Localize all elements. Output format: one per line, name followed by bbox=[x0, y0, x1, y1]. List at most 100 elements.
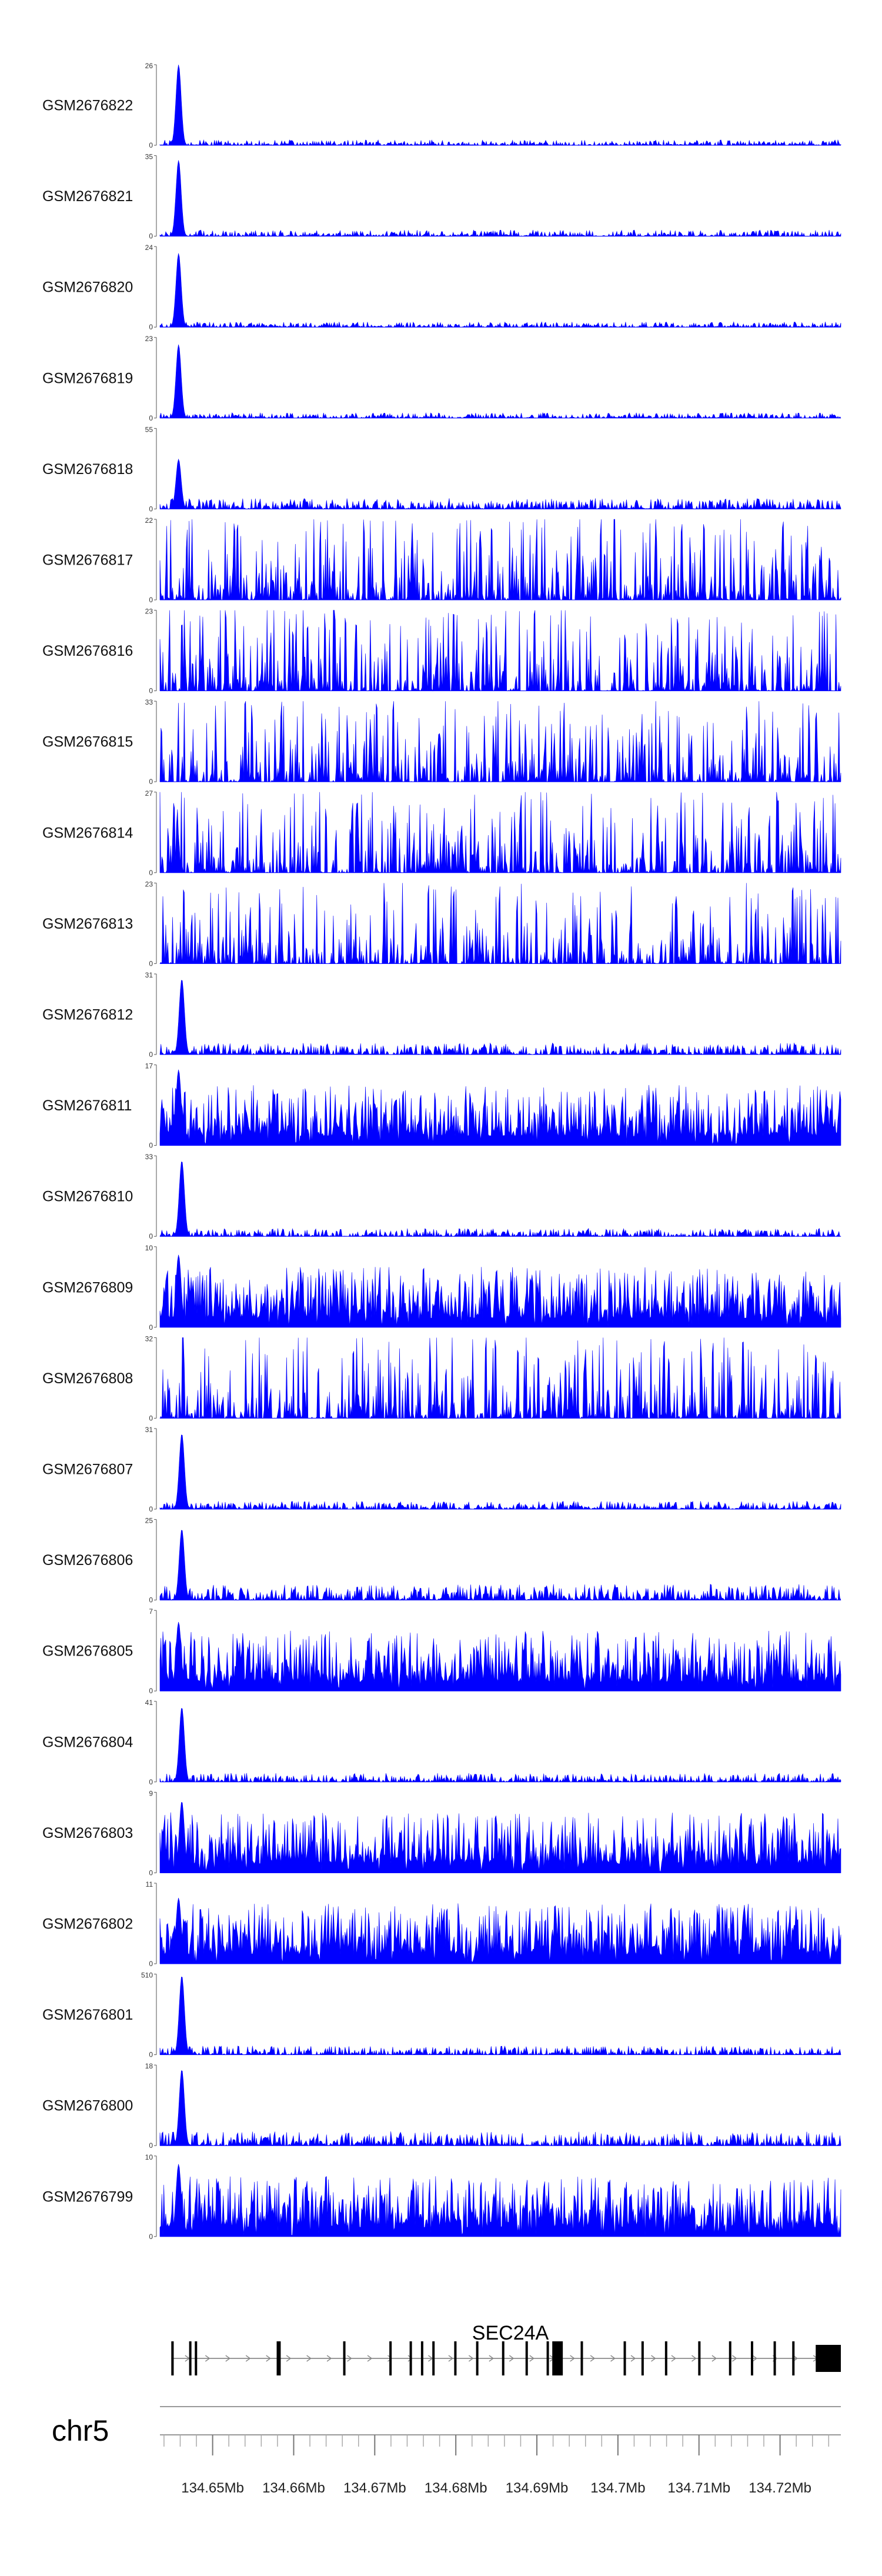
y-max-label: 10 bbox=[145, 1244, 153, 1252]
y-min-label: 0 bbox=[149, 141, 153, 149]
tick-label: 134.66Mb bbox=[262, 2480, 325, 2496]
y-max-label: 24 bbox=[145, 243, 153, 252]
y-min-label: 0 bbox=[149, 414, 153, 422]
track-GSM2676815: GSM2676815 33 0 bbox=[42, 698, 841, 786]
tick-label: 134.68Mb bbox=[425, 2480, 487, 2496]
strand-arrow bbox=[570, 2355, 575, 2362]
signal-area bbox=[159, 344, 841, 419]
track-GSM2676808: GSM2676808 32 0 bbox=[42, 1334, 841, 1422]
exon bbox=[343, 2341, 346, 2375]
track-label: GSM2676809 bbox=[42, 1279, 133, 1296]
y-max-label: 510 bbox=[141, 1971, 153, 1980]
exon bbox=[195, 2341, 198, 2375]
track-label: GSM2676803 bbox=[42, 1825, 133, 1841]
signal-area bbox=[159, 1254, 841, 1328]
track-GSM2676806: GSM2676806 25 0 bbox=[42, 1517, 841, 1604]
track-GSM2676804: GSM2676804 41 0 bbox=[42, 1699, 841, 1786]
strand-arrow bbox=[732, 2355, 737, 2362]
y-min-label: 0 bbox=[149, 323, 153, 331]
track-GSM2676821: GSM2676821 35 0 bbox=[42, 153, 841, 241]
y-min-label: 0 bbox=[149, 1960, 153, 1968]
signal-area bbox=[159, 792, 841, 873]
signal-tracks: GSM2676822260GSM2676821350GSM2676820240G… bbox=[42, 62, 841, 2241]
strand-arrow bbox=[407, 2355, 413, 2362]
signal-area bbox=[159, 1708, 841, 1783]
exon bbox=[664, 2341, 667, 2375]
signal-area bbox=[159, 701, 841, 783]
signal-area bbox=[159, 2164, 841, 2237]
strand-arrow bbox=[468, 2355, 474, 2362]
y-max-label: 32 bbox=[145, 1334, 153, 1343]
strand-arrow bbox=[610, 2355, 616, 2362]
y-min-label: 0 bbox=[149, 869, 153, 877]
exon bbox=[502, 2341, 505, 2375]
track-label: GSM2676805 bbox=[42, 1643, 133, 1660]
track-label: GSM2676802 bbox=[42, 1916, 133, 1933]
y-min-label: 0 bbox=[149, 1142, 153, 1150]
y-min-label: 0 bbox=[149, 232, 153, 241]
signal-area bbox=[159, 160, 841, 237]
signal-area bbox=[159, 65, 841, 146]
exon bbox=[409, 2341, 412, 2375]
track-label: GSM2676817 bbox=[42, 552, 133, 569]
track-GSM2676820: GSM2676820 24 0 bbox=[42, 243, 841, 331]
y-max-label: 11 bbox=[146, 1880, 153, 1888]
y-min-label: 0 bbox=[149, 2141, 153, 2150]
track-label: GSM2676820 bbox=[42, 279, 133, 296]
signal-area bbox=[159, 1802, 841, 1873]
track-GSM2676813: GSM2676813 23 0 bbox=[42, 880, 841, 967]
y-max-label: 27 bbox=[145, 789, 153, 798]
track-GSM2676801: GSM2676801 510 0 bbox=[42, 1971, 841, 2059]
gene-name-label: SEC24A bbox=[472, 2322, 549, 2344]
strand-arrow bbox=[387, 2355, 393, 2362]
strand-arrow bbox=[691, 2355, 697, 2362]
strand-arrow bbox=[671, 2355, 677, 2362]
track-GSM2676819: GSM2676819 23 0 bbox=[42, 335, 841, 422]
track-label: GSM2676815 bbox=[42, 734, 133, 750]
tick-label: 134.72Mb bbox=[749, 2480, 811, 2496]
exon bbox=[189, 2341, 192, 2375]
y-max-label: 55 bbox=[145, 425, 153, 433]
exon bbox=[454, 2341, 457, 2375]
y-max-label: 10 bbox=[145, 2153, 153, 2161]
track-GSM2676800: GSM2676800 18 0 bbox=[42, 2062, 841, 2150]
exon bbox=[580, 2341, 583, 2375]
exon bbox=[171, 2341, 174, 2375]
signal-area bbox=[159, 1337, 841, 1419]
y-max-label: 41 bbox=[145, 1699, 153, 1707]
strand-arrow bbox=[630, 2355, 636, 2362]
strand-arrow bbox=[367, 2355, 373, 2362]
tick-label: 134.67Mb bbox=[343, 2480, 406, 2496]
y-min-label: 0 bbox=[149, 2051, 153, 2059]
track-GSM2676807: GSM2676807 31 0 bbox=[42, 1426, 841, 1513]
track-label: GSM2676816 bbox=[42, 643, 133, 659]
y-min-label: 0 bbox=[149, 687, 153, 695]
strand-arrow bbox=[347, 2355, 352, 2362]
y-min-label: 0 bbox=[149, 1232, 153, 1240]
y-max-label: 33 bbox=[145, 1153, 153, 1161]
exon bbox=[641, 2341, 644, 2375]
track-label: GSM2676800 bbox=[42, 2098, 133, 2114]
track-label: GSM2676821 bbox=[42, 188, 133, 205]
track-label: GSM2676807 bbox=[42, 1461, 133, 1478]
y-max-label: 33 bbox=[145, 698, 153, 706]
exon bbox=[276, 2341, 281, 2375]
y-min-label: 0 bbox=[149, 1868, 153, 1877]
y-min-label: 0 bbox=[149, 1778, 153, 1786]
strand-arrow bbox=[711, 2355, 717, 2362]
y-max-label: 23 bbox=[145, 880, 153, 888]
track-label: GSM2676808 bbox=[42, 1370, 133, 1387]
signal-area bbox=[159, 1976, 841, 2056]
track-GSM2676814: GSM2676814 27 0 bbox=[42, 789, 841, 877]
strand-arrow bbox=[509, 2355, 514, 2362]
track-label: GSM2676812 bbox=[42, 1007, 133, 1023]
y-max-label: 25 bbox=[145, 1517, 153, 1525]
y-max-label: 7 bbox=[149, 1607, 153, 1616]
y-min-label: 0 bbox=[149, 959, 153, 967]
strand-arrow bbox=[752, 2355, 758, 2362]
signal-area bbox=[159, 1162, 841, 1237]
strand-arrow bbox=[306, 2355, 312, 2362]
y-max-label: 23 bbox=[145, 608, 153, 616]
exon bbox=[432, 2341, 435, 2375]
strand-arrow bbox=[225, 2355, 231, 2362]
